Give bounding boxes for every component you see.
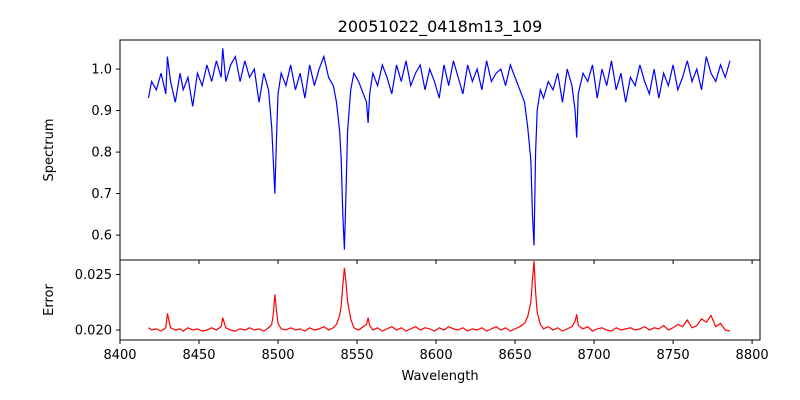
- error-series-line: [148, 261, 731, 332]
- error-y-tick-label: 0.025: [75, 268, 112, 283]
- error-axes-frame: [119, 259, 761, 341]
- spectrum-y-axis-label: Spectrum: [42, 119, 57, 182]
- error-y-ticks: 0.020 0.025: [75, 268, 120, 339]
- x-tick-label: 8600: [420, 348, 453, 363]
- spectrum-y-tick-label: 0.9: [91, 104, 112, 119]
- spectrum-y-tick-label: 0.6: [91, 229, 112, 244]
- x-tick-label: 8700: [578, 348, 611, 363]
- x-tick-label: 8500: [261, 348, 294, 363]
- error-y-axis-label: Error: [42, 284, 57, 316]
- x-tick-label: 8550: [340, 348, 373, 363]
- spectrum-panel: 0.6 0.7 0.8 0.9 1.0 Spectrum: [42, 39, 761, 264]
- error-y-tick-label: 0.020: [75, 324, 112, 339]
- x-tick-label: 8800: [736, 348, 769, 363]
- x-tick-label: 8750: [657, 348, 690, 363]
- spectrum-y-tick-label: 0.8: [91, 146, 112, 161]
- spectrum-series-line: [147, 48, 731, 250]
- spectrum-y-tick-label: 1.0: [91, 63, 112, 78]
- x-axis-label: Wavelength: [401, 369, 478, 384]
- error-x-ticks: 8400 8450 8500 8550 8600 8650 8700 8750 8800: [103, 340, 769, 363]
- x-tick-label: 8450: [182, 348, 215, 363]
- x-tick-label: 8400: [103, 348, 136, 363]
- x-tick-label: 8650: [499, 348, 532, 363]
- chart-title: 20051022_0418m13_109: [338, 17, 543, 37]
- spectrum-y-ticks: 0.6 0.7 0.8 0.9 1.0: [91, 63, 120, 244]
- spectrum-y-tick-label: 0.7: [91, 187, 112, 202]
